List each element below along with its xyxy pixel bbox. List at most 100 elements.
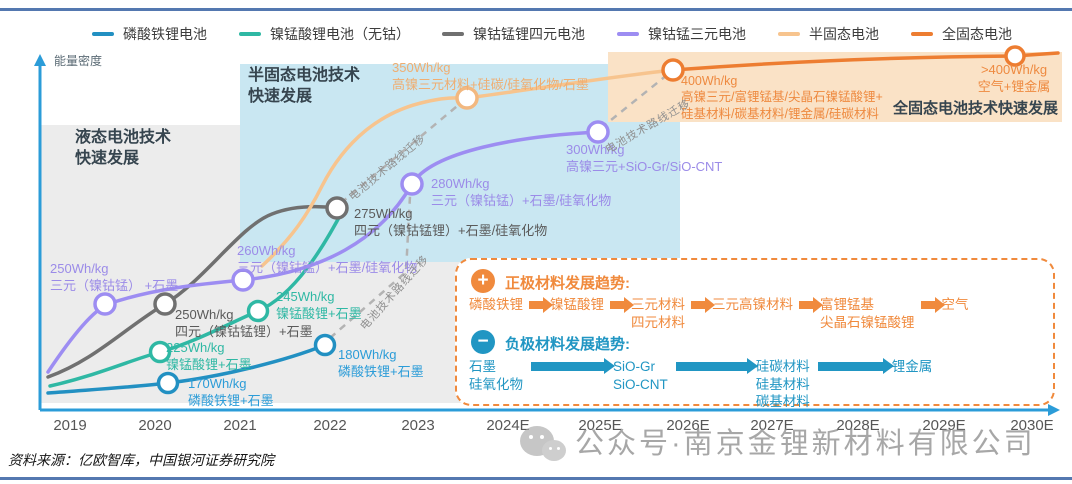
migration-dashed-lines: [329, 74, 668, 339]
point-lfp-170: [156, 371, 180, 395]
x-tick-2020: 2020: [138, 417, 172, 434]
anno-ncm-300: 300Wh/kg 高镍三元+SiO-Gr/SiO-CNT: [566, 142, 723, 174]
cathode-flow-item: 空气: [941, 297, 969, 312]
axes: [34, 54, 1060, 416]
legend-swatch-ncm: [617, 32, 639, 36]
x-tick-2025e: 2025E: [578, 417, 622, 434]
legend-item-semisolid: 半固态电池: [778, 24, 879, 44]
point-ncm-250: [93, 292, 117, 316]
legend-item-quaternary: 镍钴锰锂四元电池: [442, 24, 585, 44]
anno-solidstate-400: 400Wh/kg 高镍三元/富锂锰基/尖晶石镍锰酸锂+ 硅基材料/碳基材料/锂金…: [681, 74, 883, 121]
top-rule: [0, 8, 1072, 11]
legend-label: 镍钴锰锂四元电池: [473, 26, 585, 42]
anode-flow-item: 锂金属: [891, 359, 933, 374]
point-quad-250: [153, 292, 177, 316]
legend-item-lfp: 磷酸铁锂电池: [92, 24, 207, 44]
legend-label: 镍锰酸锂电池（无钴）: [270, 26, 410, 42]
cathode-flow-item: 富锂锰基 尖晶石镍锰酸锂: [820, 297, 915, 330]
x-tick-2030e: 2030E: [1010, 417, 1054, 434]
point-ncm-300: [586, 120, 610, 144]
migration-line-quad-to-semisolid: [340, 101, 463, 204]
cathode-flow-item: 三元高镍材料: [712, 297, 793, 312]
arrow-right-icon: [799, 297, 823, 313]
point-solidstate-400plus: [1004, 45, 1026, 67]
legend-label: 全固态电池: [942, 26, 1012, 42]
anno-ncm-280: 280Wh/kg 三元（镍钴锰）+石墨/硅氧化物: [431, 176, 612, 208]
legend-label: 磷酸铁锂电池: [123, 26, 207, 42]
cathode-flow-item: 磷酸铁锂: [469, 297, 523, 312]
x-tick-2028e: 2028E: [836, 417, 880, 434]
point-quad-275: [325, 196, 349, 220]
point-lfp-180: [313, 333, 337, 357]
arrow-right-icon: [817, 358, 894, 374]
legend-item-solidstate: 全固态电池: [911, 24, 1012, 44]
source-note: 资料来源：亿欧智库，中国银河证券研究院: [8, 452, 274, 468]
milestone-points: [93, 45, 1026, 395]
y-axis-label: 能量密度: [54, 54, 103, 68]
anno-quad-275: 275Wh/kg 四元（镍钴锰锂）+石墨/硅氧化物: [354, 206, 548, 238]
legend-label: 镍钴锰三元电池: [648, 26, 746, 42]
minus-icon: −: [471, 330, 495, 354]
material-trend-callout: + 正极材料发展趋势: 磷酸铁锂 镍锰酸锂 三元材料 四元材料 三元高镍材料 富…: [455, 258, 1055, 409]
bottom-rule: [0, 477, 1072, 480]
cathode-trend-title: 正极材料发展趋势:: [505, 275, 630, 292]
anno-lnmo-225: 225Wh/kg 镍锰酸锂+石墨: [166, 340, 252, 372]
arrow-right-icon: [610, 297, 634, 313]
arrow-right-icon: [529, 297, 553, 313]
anode-trend-title: 负极材料发展趋势:: [505, 336, 630, 353]
x-tick-2024e: 2024E: [486, 417, 530, 434]
anno-semisolid-350: 350Wh/kg 高镍三元材料+硅碳/硅氧化物/石墨: [392, 60, 589, 92]
legend-label: 半固态电池: [809, 26, 879, 42]
arrow-right-icon: [920, 297, 945, 313]
anno-lnmo-245: 245Wh/kg 镍锰酸锂+石墨: [276, 289, 362, 321]
point-lnmo-245: [246, 299, 270, 323]
arrow-right-icon: [691, 297, 715, 313]
legend-swatch-lnmo: [239, 32, 261, 36]
point-solidstate-400: [661, 58, 685, 82]
legend-swatch-lfp: [92, 32, 114, 36]
legend-item-lnmo: 镍锰酸锂电池（无钴）: [239, 24, 410, 44]
migration-line-ncm-to-solidstate: [600, 74, 668, 129]
legend-swatch-solidstate: [911, 32, 933, 36]
anno-quad-250: 250Wh/kg 四元（镍钴锰锂）+石墨: [175, 307, 313, 339]
cathode-flow-item: 镍锰酸锂: [550, 297, 604, 312]
chart-legend: 磷酸铁锂电池 镍锰酸锂电池（无钴） 镍钴锰锂四元电池 镍钴锰三元电池 半固态电池…: [92, 24, 1012, 44]
x-tick-2021: 2021: [223, 417, 257, 434]
curve-solidstate: [671, 51, 1060, 72]
x-tick-2023: 2023: [401, 417, 435, 434]
anno-lfp-170: 170Wh/kg 磷酸铁锂+石墨: [188, 376, 274, 408]
anno-ncm-260: 260Wh/kg 三元（镍钴锰）+石墨/硅氧化物: [237, 243, 418, 275]
cathode-flow-item: 三元材料 四元材料: [631, 297, 685, 330]
curve-quaternary: [46, 204, 339, 379]
point-ncm-260: [231, 268, 255, 292]
region-title-solidstate: 全固态电池技术快速发展: [893, 100, 1059, 117]
legend-item-ncm: 镍钴锰三元电池: [617, 24, 746, 44]
x-tick-2029e: 2029E: [922, 417, 966, 434]
arrow-right-icon: [531, 358, 615, 374]
anode-flow-item: 石墨 硅氧化物: [469, 359, 523, 392]
arrow-right-icon: [675, 358, 758, 374]
x-tick-2019: 2019: [53, 417, 87, 434]
x-tick-2026e: 2026E: [666, 417, 710, 434]
anno-ncm-250: 250Wh/kg 三元（镍钴锰） +石墨: [50, 261, 179, 293]
region-title-semisolid: 半固态电池技术 快速发展: [248, 67, 361, 105]
anode-flow-item: 硅碳材料 硅基材料 碳基材料: [755, 359, 810, 410]
cathode-flow: 磷酸铁锂 镍锰酸锂 三元材料 四元材料 三元高镍材料 富锂锰基 尖晶石镍锰酸锂 …: [469, 296, 1045, 331]
legend-swatch-semisolid: [778, 32, 800, 36]
plus-icon: +: [471, 269, 495, 293]
region-title-liquid: 液态电池技术 快速发展: [75, 129, 172, 167]
region-solidstate-phase: [608, 52, 1062, 122]
curve-semisolid: [260, 68, 675, 268]
point-semisolid-350: [455, 86, 479, 110]
point-lnmo-225: [148, 340, 172, 364]
anode-flow-item: SiO-Gr SiO-CNT: [613, 359, 668, 392]
anno-lfp-180: 180Wh/kg 磷酸铁锂+石墨: [338, 347, 424, 379]
legend-swatch-quaternary: [442, 32, 464, 36]
x-tick-2022: 2022: [313, 417, 347, 434]
point-ncm-280: [400, 172, 424, 196]
x-tick-2027e: 2027E: [750, 417, 794, 434]
anno-solidstate-400plus: >400Wh/kg 空气+锂金属: [977, 62, 1051, 94]
anode-flow: 石墨 硅氧化物 SiO-Gr SiO-CNT 硅碳材料 硅基材料 碳基材料 锂金…: [469, 358, 1045, 411]
